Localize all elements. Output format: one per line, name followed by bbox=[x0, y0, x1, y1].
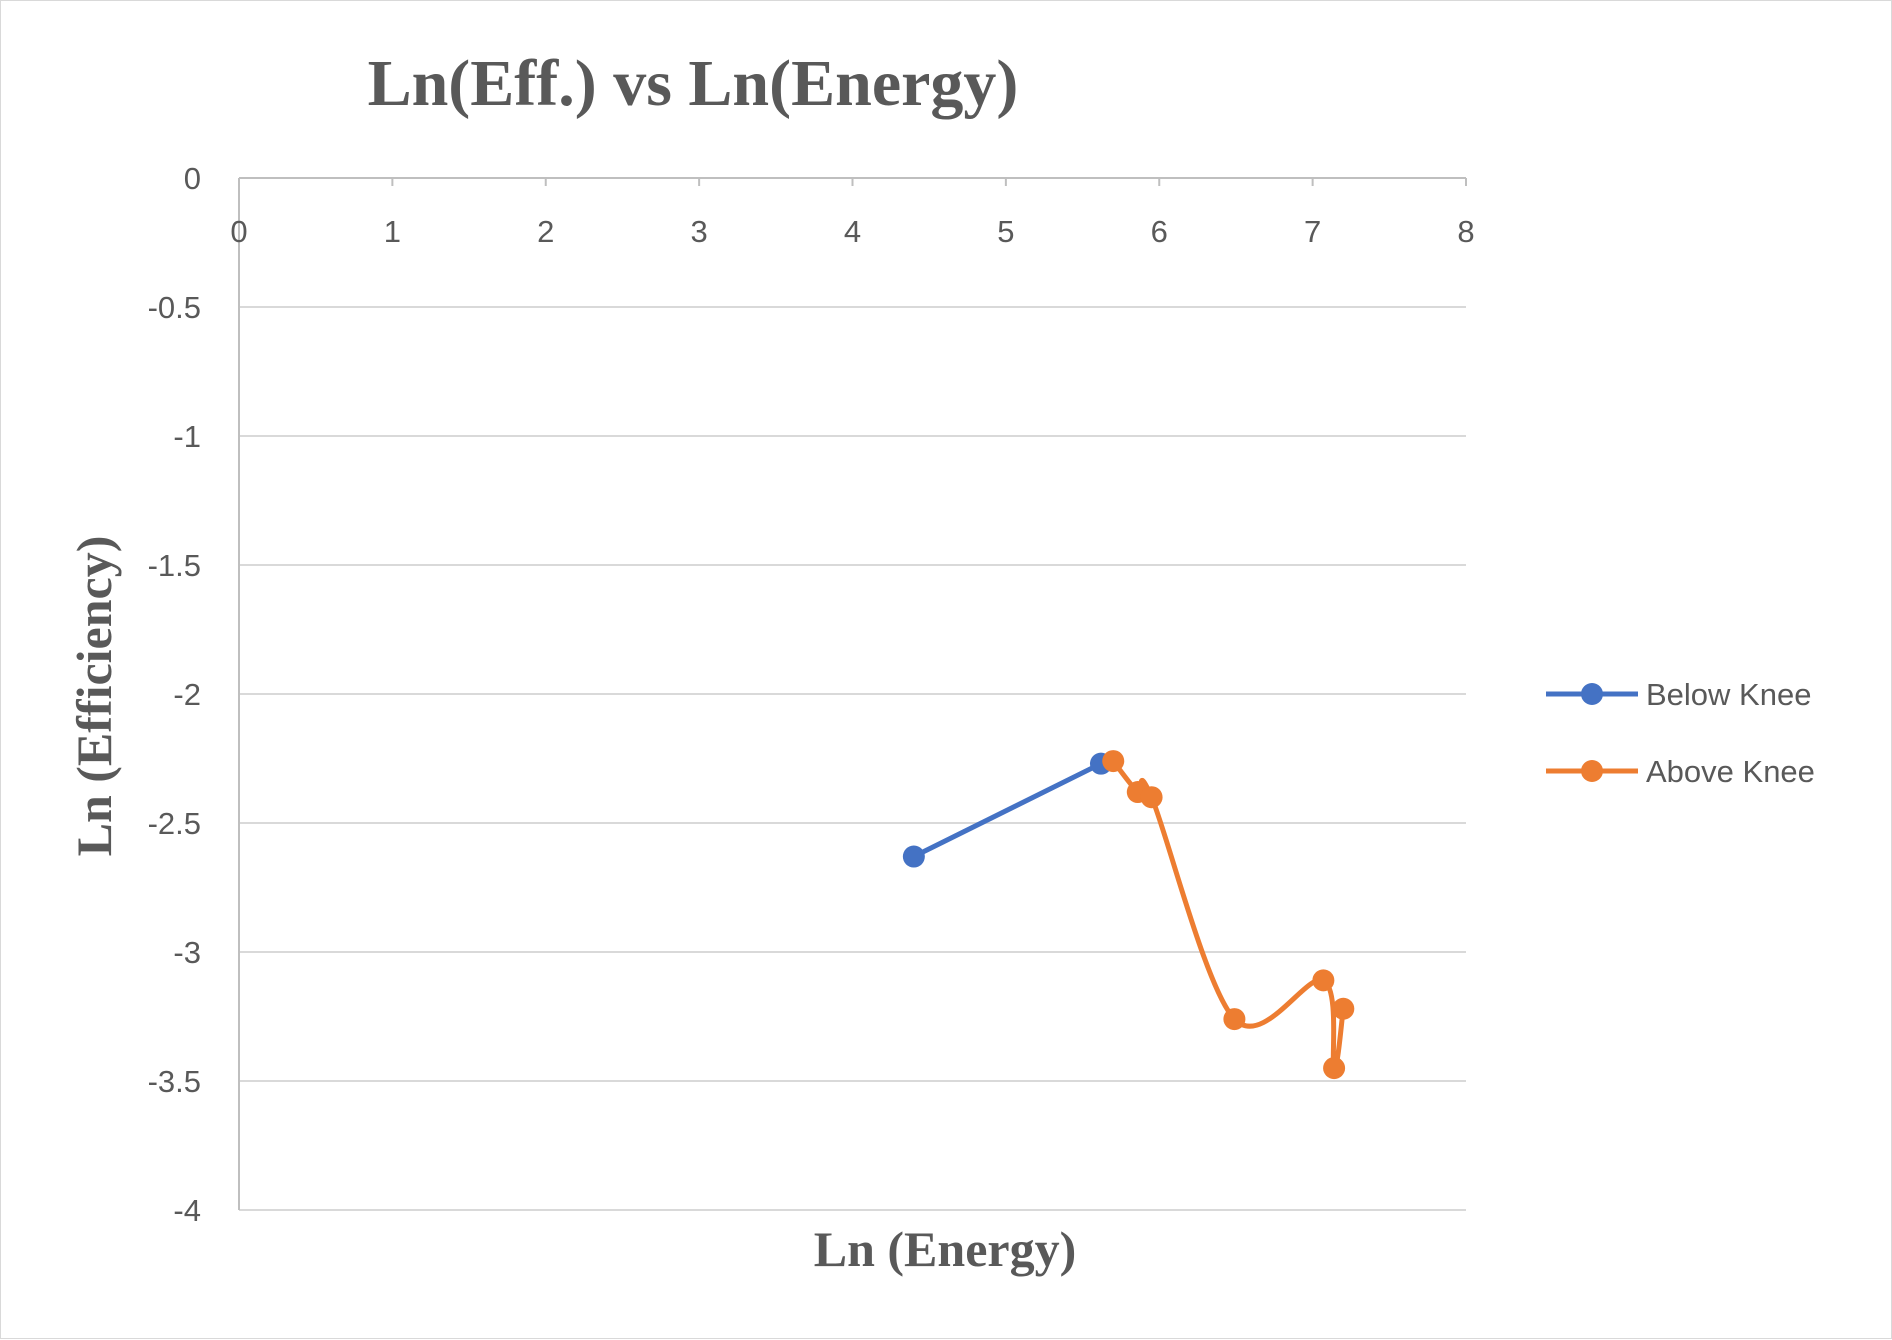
gridlines bbox=[239, 306, 1466, 1211]
x-tick-label: 2 bbox=[537, 214, 554, 249]
data-point-1-3 bbox=[1223, 1008, 1246, 1031]
axes bbox=[238, 177, 1467, 1210]
x-tick-label: 3 bbox=[691, 214, 708, 249]
data-point-0-0 bbox=[902, 845, 925, 868]
legend-item-1: Above Knee bbox=[1546, 754, 1815, 789]
legend-marker-1 bbox=[1581, 760, 1603, 782]
series-line-0 bbox=[912, 761, 1103, 859]
legend-marker-0 bbox=[1581, 683, 1603, 705]
data-point-1-2 bbox=[1140, 786, 1163, 809]
x-tick-label: 4 bbox=[844, 214, 861, 249]
y-tick-label: -0.5 bbox=[148, 290, 201, 325]
series-1 bbox=[1102, 750, 1355, 1080]
y-tick-label: -1 bbox=[173, 419, 201, 454]
chart-title: Ln(Eff.) vs Ln(Energy) bbox=[368, 47, 1019, 120]
x-tick-label: 1 bbox=[384, 214, 401, 249]
legend-label-0: Below Knee bbox=[1646, 677, 1811, 712]
legend-item-0: Below Knee bbox=[1546, 677, 1811, 712]
x-tick-label: 0 bbox=[230, 214, 247, 249]
data-point-1-5 bbox=[1323, 1057, 1346, 1080]
y-tick-label: -1.5 bbox=[148, 548, 201, 583]
data-point-1-0 bbox=[1102, 750, 1125, 773]
legend: Below Knee Above Knee bbox=[1546, 677, 1815, 789]
x-tick-label: 6 bbox=[1151, 214, 1168, 249]
data-point-1-6 bbox=[1332, 997, 1355, 1020]
y-tick-label: 0 bbox=[184, 161, 201, 196]
plot-series bbox=[902, 750, 1355, 1080]
x-axis-title: Ln (Energy) bbox=[814, 1221, 1077, 1277]
y-tick-label: -4 bbox=[173, 1193, 201, 1228]
series-0 bbox=[902, 752, 1112, 868]
x-axis-ticks: 0 1 2 3 4 5 6 7 8 bbox=[230, 214, 1474, 249]
y-axis-title: Ln (Efficiency) bbox=[66, 536, 122, 857]
legend-label-1: Above Knee bbox=[1646, 754, 1815, 789]
x-tick-label: 7 bbox=[1304, 214, 1321, 249]
y-tick-label: -2.5 bbox=[148, 806, 201, 841]
x-tick-label: 5 bbox=[997, 214, 1014, 249]
y-tick-label: -3.5 bbox=[148, 1064, 201, 1099]
data-point-1-4 bbox=[1312, 969, 1335, 992]
x-tick-label: 8 bbox=[1457, 214, 1474, 249]
y-tick-label: -2 bbox=[173, 677, 201, 712]
y-tick-label: -3 bbox=[173, 935, 201, 970]
y-axis-ticks: 0 -0.5 -1 -1.5 -2 -2.5 -3 -3.5 -4 bbox=[148, 161, 201, 1228]
